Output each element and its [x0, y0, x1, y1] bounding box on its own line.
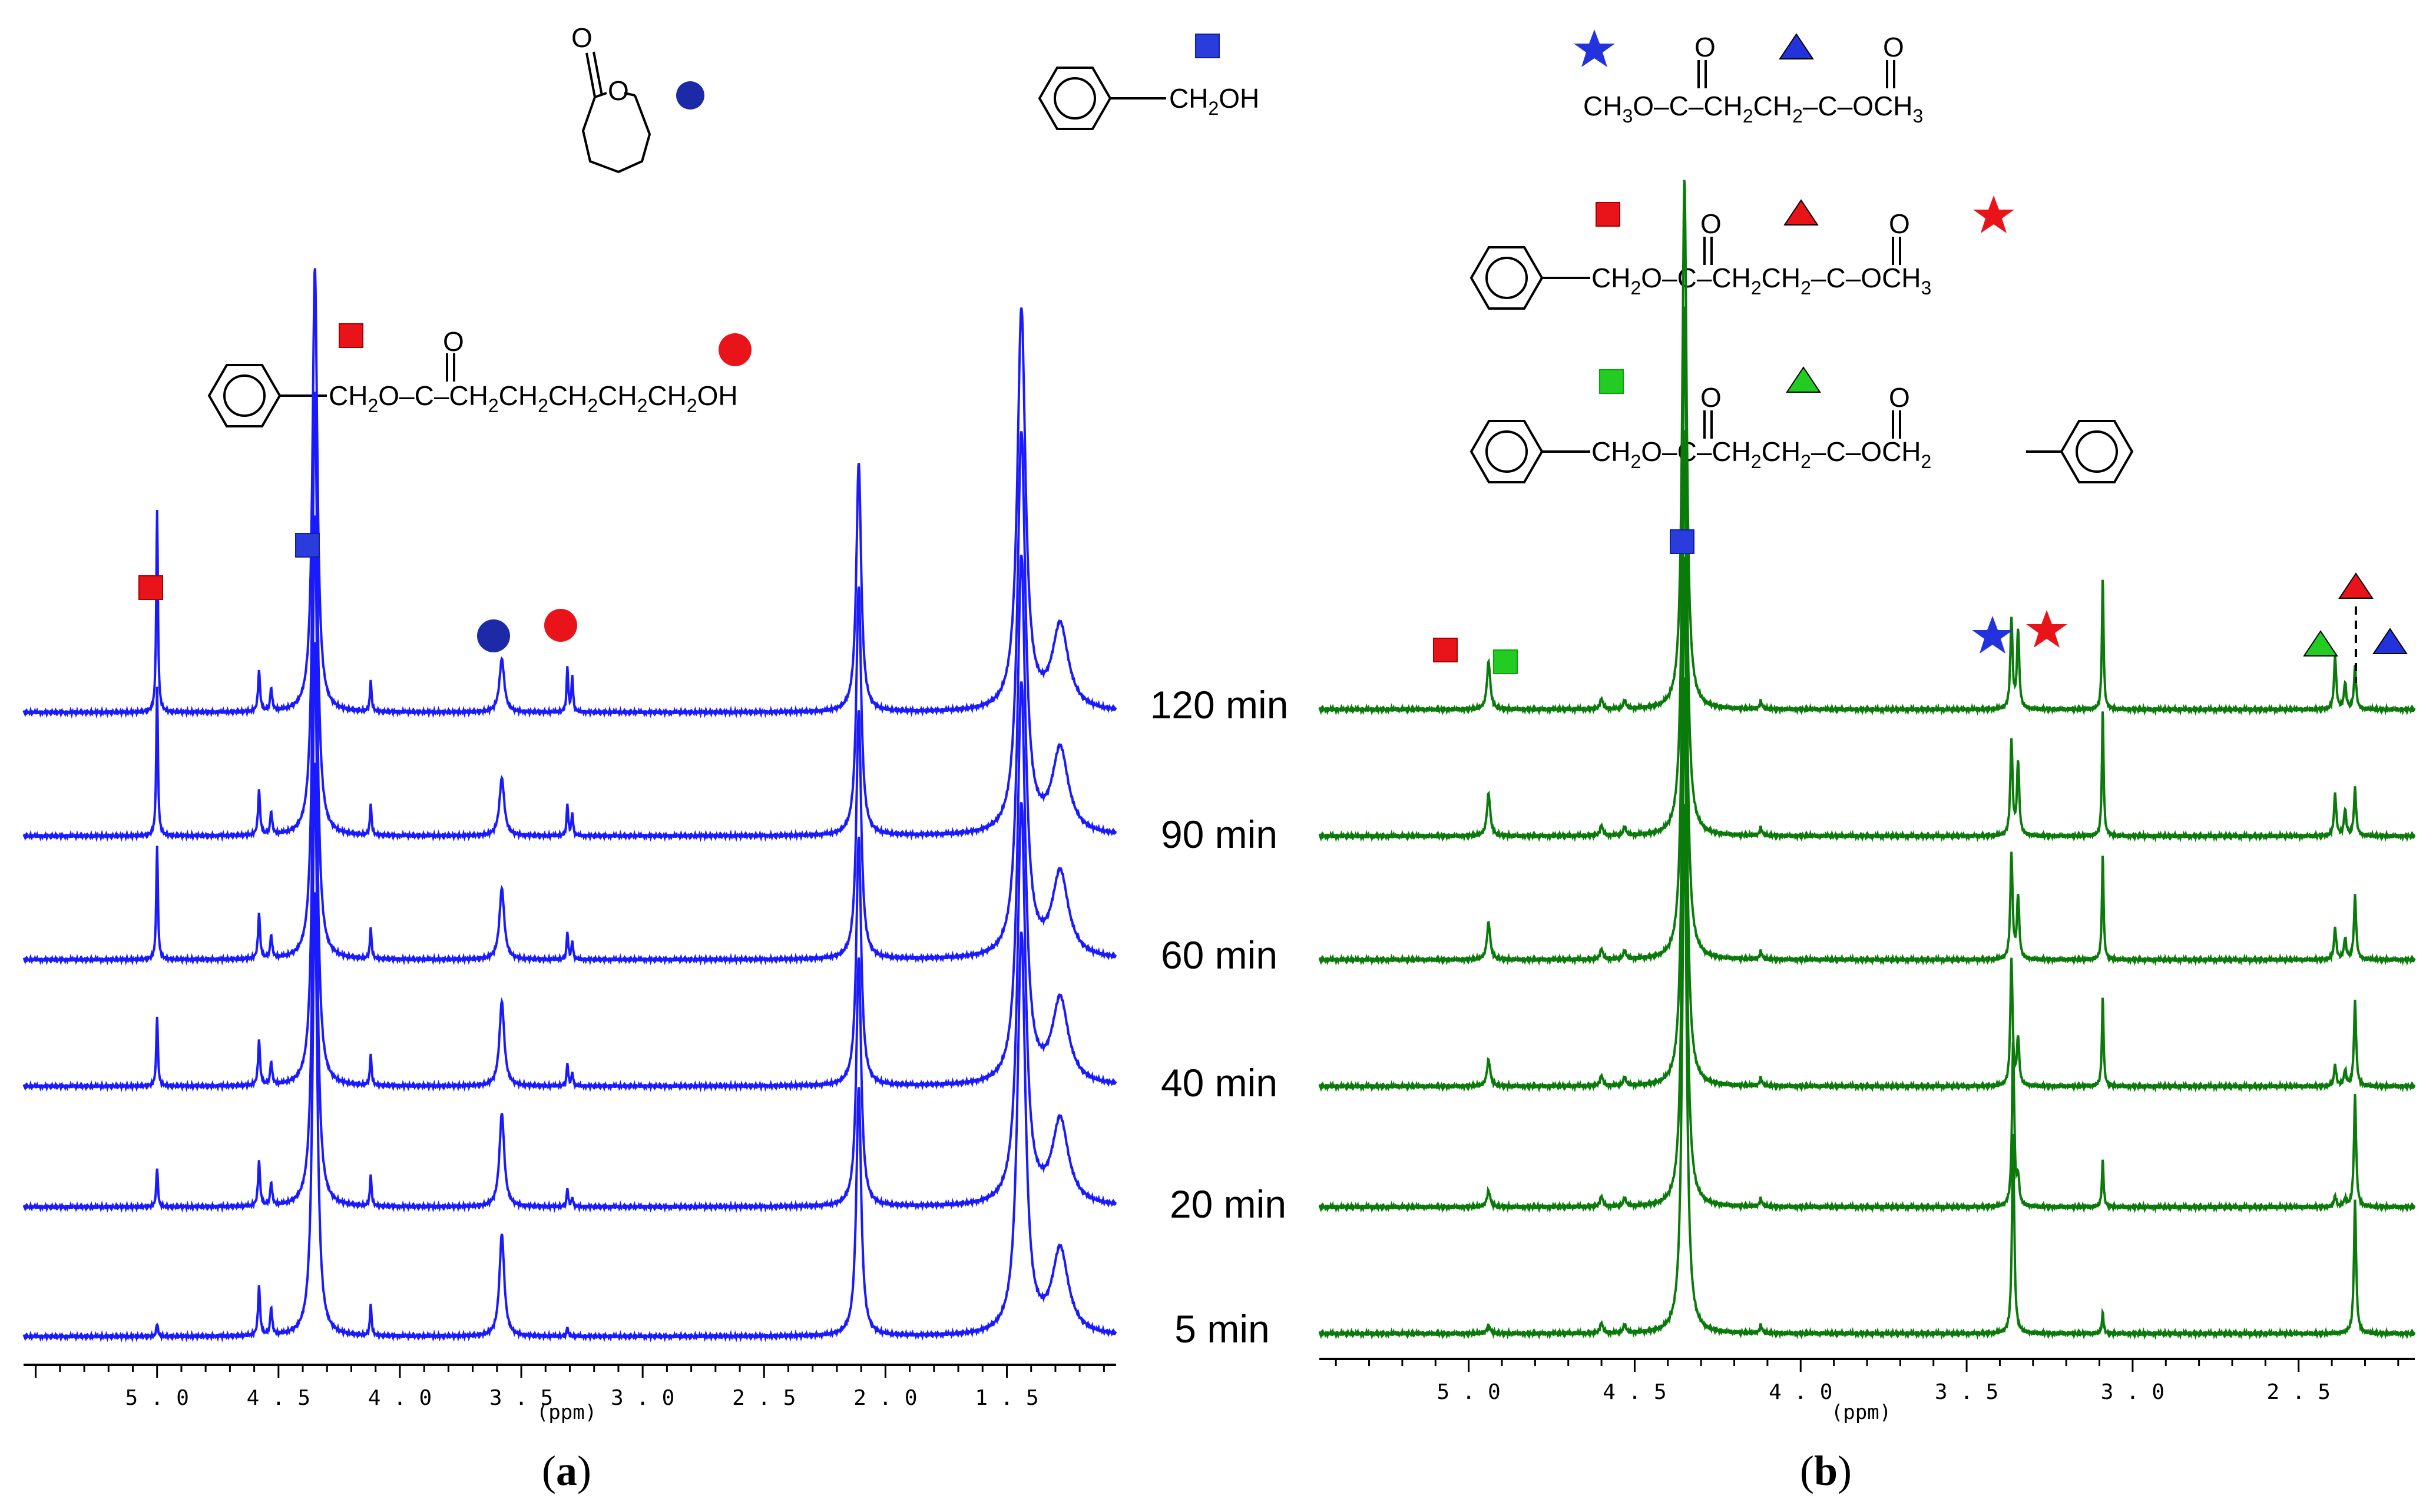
bms-triangle-marker — [1783, 199, 1819, 226]
tick-label-a: 4 . 0 — [368, 1386, 432, 1410]
dms-o2: O — [1883, 32, 1904, 62]
tick-label-a: 3 . 0 — [611, 1386, 674, 1410]
benzyl-alcohol-structure — [1038, 67, 1166, 130]
time-label-60: 60 min — [1161, 933, 1277, 977]
dms-triangle-marker — [1779, 33, 1814, 59]
dms-o1: O — [1694, 32, 1716, 62]
spectrum-a-5-min — [22, 892, 1117, 1343]
dbs-square-marker — [1599, 369, 1624, 394]
dibenzyl-succinate-text: CH2O–C–CH2CH2–C–OCH2 — [1591, 436, 1931, 472]
peak-marker-b-blue-star — [1972, 616, 2013, 654]
peak-marker-b-green-triangle — [2303, 630, 2338, 656]
axis-label-a: (ppm) — [537, 1401, 597, 1424]
spectra-panel-b — [1318, 180, 2416, 1340]
spectrum-a-20-min — [22, 762, 1117, 1213]
tick-label-b: 2 . 5 — [2267, 1380, 2331, 1404]
time-label-20: 20 min — [1170, 1182, 1286, 1226]
time-label-40: 40 min — [1161, 1061, 1277, 1105]
spectrum-a-120-min — [22, 268, 1117, 719]
spectrum-a-40-min — [22, 642, 1117, 1093]
peak-marker-b-green-square — [1493, 649, 1518, 674]
dbs-o2: O — [1889, 382, 1910, 413]
tick-label-b: 5 . 0 — [1437, 1380, 1500, 1404]
dbs-o1: O — [1700, 382, 1722, 413]
peak-marker-b-blue-triangle — [2372, 628, 2408, 654]
bms-star-marker — [1973, 195, 2014, 233]
time-label-120: 120 min — [1150, 683, 1289, 727]
caprolactone-ring-o: O — [608, 75, 629, 106]
axis-panel-a: 5 . 0 4 . 5 4 . 0 3 . 5 3 . 0 2 . 5 2 . 0 1 . 5 — [24, 1364, 1116, 1410]
peak-marker-b-red-triangle — [2338, 572, 2374, 599]
tick-label-b: 4 . 5 — [1603, 1380, 1666, 1404]
peak-marker-a-red-square — [138, 575, 163, 600]
spectrum-b-20-min — [1318, 677, 2416, 1213]
structure-markers — [339, 29, 2014, 394]
caprolactone-carbonyl-o: O — [571, 22, 593, 53]
spectrum-b-5-min — [1318, 804, 2416, 1340]
spectrum-a-60-min — [22, 515, 1117, 966]
dimethyl-succinate-text: CH3O–C–CH2CH2–C–OCH3 — [1583, 91, 1923, 127]
dimethyl-succinate-bonds — [1697, 60, 1895, 88]
tick-label-a: 3 . 5 — [489, 1386, 553, 1410]
caprolactone-structure — [581, 51, 651, 174]
spectrum-b-40-min — [1318, 556, 2416, 1093]
peak-marker-b-blue-square — [1670, 529, 1694, 554]
spectra-panel-a — [22, 268, 1117, 1343]
tick-label-b: 3 . 0 — [2101, 1380, 2164, 1404]
time-label-5: 5 min — [1174, 1307, 1269, 1351]
dms-star-marker — [1574, 29, 1615, 67]
product-a-structure — [207, 353, 455, 427]
caprolactone-marker — [676, 81, 704, 110]
product-a-square-marker — [339, 323, 363, 348]
spectrum-a-90-min — [22, 392, 1117, 843]
spectrum-b-60-min — [1318, 430, 2416, 966]
panel-label-a: (a) — [542, 1447, 591, 1494]
benzyl-methyl-succinate-text: CH2O–C–CH2CH2–C–OCH3 — [1591, 263, 1931, 299]
tick-label-a: 4 . 5 — [247, 1386, 310, 1410]
panel-label-b: (b) — [1800, 1447, 1852, 1494]
peak-marker-a-blue-square — [295, 533, 320, 558]
product-a-circle-marker — [719, 333, 752, 366]
peak-marker-b-red-star — [2026, 610, 2067, 648]
tick-label-b: 3 . 5 — [1935, 1380, 1998, 1404]
axis-label-b: (ppm) — [1831, 1401, 1891, 1424]
time-label-90: 90 min — [1161, 813, 1277, 856]
benzyl-alcohol-text: CH2OH — [1169, 83, 1259, 119]
benzyl-methyl-succinate-bonds — [1469, 237, 1901, 310]
product-a-chain-text: CH2O–C–CH2CH2CH2CH2CH2OH — [329, 380, 738, 416]
bms-o1: O — [1700, 208, 1722, 239]
tick-label-a: 1 . 5 — [975, 1386, 1038, 1410]
axis-panel-b: 5 . 0 4 . 5 4 . 0 3 . 5 3 . 0 2 . 5 — [1319, 1358, 2415, 1404]
tick-label-a: 2 . 0 — [853, 1386, 917, 1410]
time-labels: 120 min 90 min 60 min 40 min 20 min 5 mi… — [1150, 683, 1289, 1351]
peak-marker-a-navy-circle — [477, 619, 510, 652]
dbs-triangle-marker — [1786, 366, 1821, 393]
dibenzyl-succinate-bonds — [1469, 410, 2134, 483]
spectrum-b-120-min — [1318, 180, 2416, 716]
benzyl-alcohol-marker — [1195, 34, 1220, 58]
tick-label-a: 5 . 0 — [125, 1386, 189, 1410]
spectrum-markers — [138, 529, 2408, 683]
tick-label-a: 2 . 5 — [732, 1386, 796, 1410]
bms-square-marker — [1596, 202, 1620, 227]
peak-marker-b-red-square — [1433, 638, 1458, 662]
tick-label-b: 4 . 0 — [1769, 1380, 1832, 1404]
peak-marker-a-red-circle — [544, 609, 577, 642]
spectrum-b-90-min — [1318, 306, 2416, 843]
product-a-carbonyl-o: O — [443, 326, 464, 357]
bms-o2: O — [1889, 208, 1910, 239]
